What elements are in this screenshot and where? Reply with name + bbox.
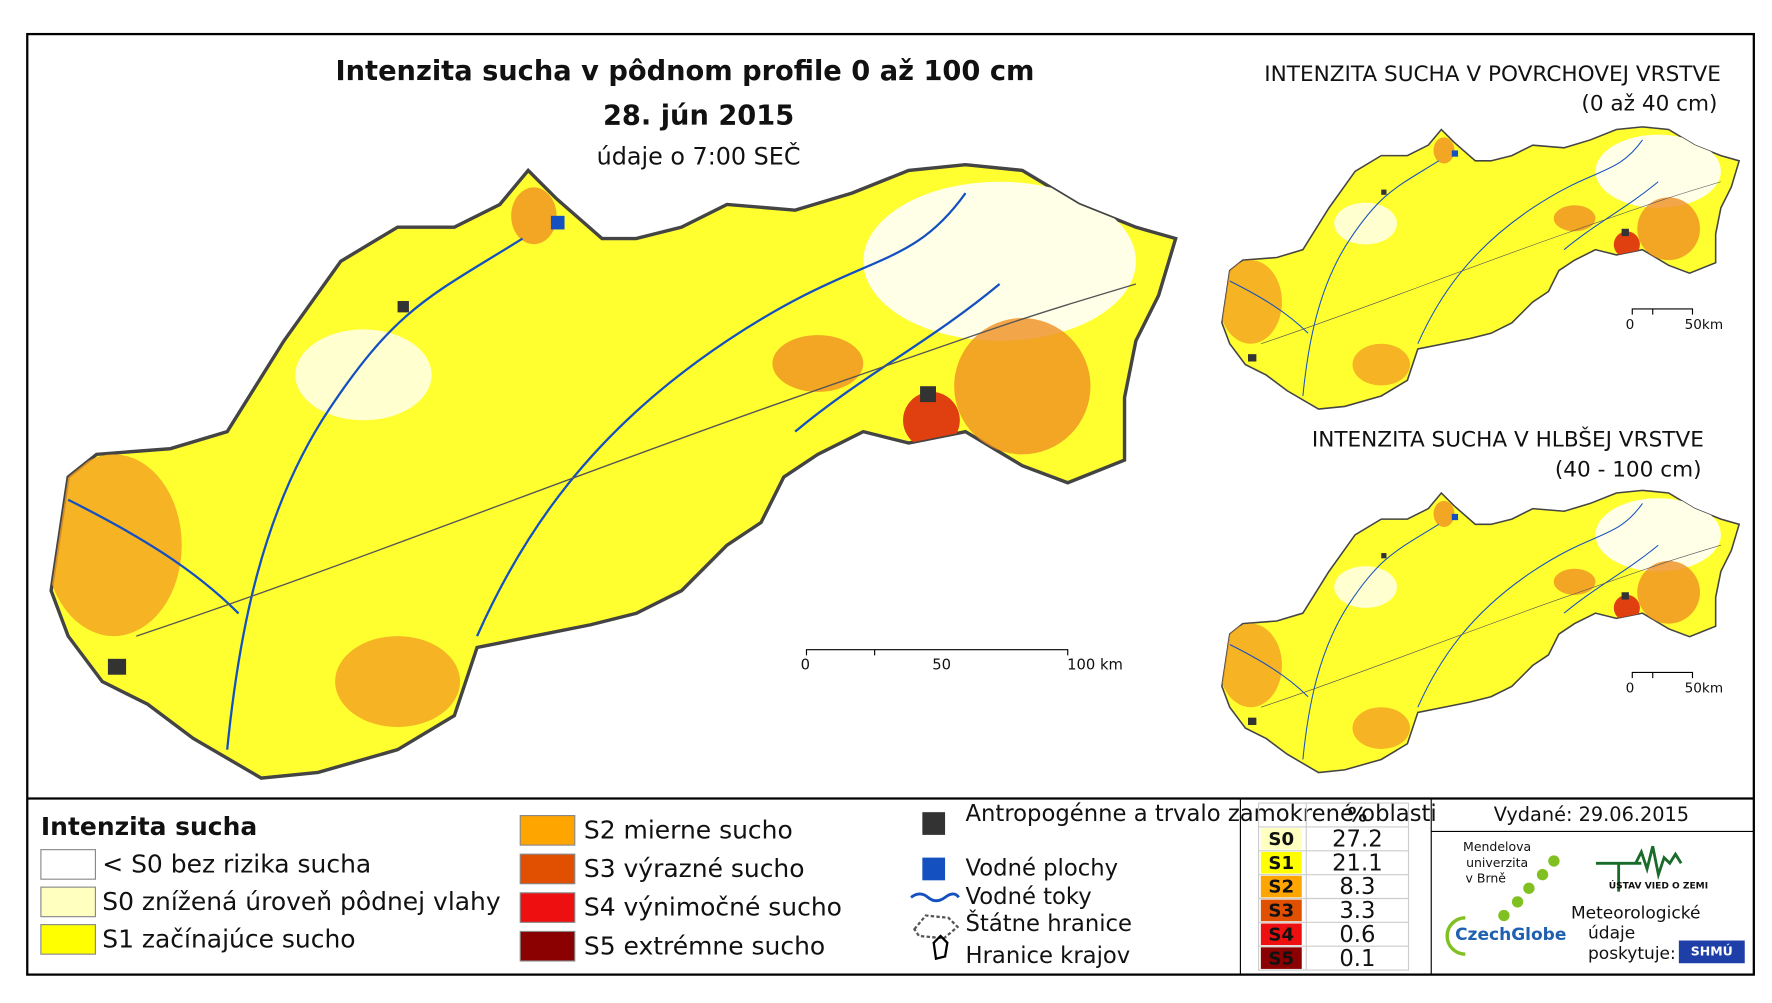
inset-subtitle: (0 až 40 cm) <box>1581 92 1717 117</box>
legend-swatch <box>519 892 576 923</box>
inset-title: INTENZITA SUCHA V HLBŠEJ VRSTVE <box>1312 427 1704 453</box>
legend-swatch <box>40 886 96 918</box>
inset-map-top <box>1219 127 1739 409</box>
subtitle: údaje o 7:00 SEČ <box>597 142 801 170</box>
table-header: % <box>1348 804 1367 827</box>
logo-shmu <box>1678 940 1745 964</box>
legend: < S0 bez rizika sucha S0 znížená úroveň p… <box>40 815 842 962</box>
symbol-region <box>932 934 949 961</box>
symbol-urban <box>922 812 946 835</box>
class-swatch <box>1260 899 1302 922</box>
class-code: S4 <box>1268 924 1294 945</box>
inset-subtitle: (40 - 100 cm) <box>1555 457 1702 482</box>
class-code: S5 <box>1268 948 1294 969</box>
symbol-river <box>910 892 960 903</box>
class-code: S2 <box>1268 877 1294 898</box>
scale-label: 100 km <box>1067 657 1123 674</box>
scale-label: 50km <box>1685 317 1724 333</box>
inset-map-bottom <box>1219 490 1739 772</box>
legend-label: S3 výrazné sucho <box>584 854 805 883</box>
title: Intenzita sucha v pôdnom profile 0 až 10… <box>336 56 1035 87</box>
symbol-border <box>912 914 960 940</box>
logo-text: Meteorologické <box>1571 903 1700 923</box>
class-code: S0 <box>1268 829 1294 850</box>
class-swatch <box>1260 923 1302 946</box>
logo-text: CzechGlobe <box>1455 925 1566 945</box>
class-percent: 0.1 <box>1339 946 1375 972</box>
logo-text: údaje <box>1588 924 1635 944</box>
scale-label: 0 <box>1626 317 1635 333</box>
legend-swatch <box>519 853 576 885</box>
frame <box>26 32 1755 976</box>
scale-bar <box>1631 308 1694 315</box>
inset-title: INTENZITA SUCHA V POVRCHOVEJ VRSTVE <box>1264 62 1721 87</box>
logo-dots <box>1498 855 1560 922</box>
legend-swatch <box>40 849 96 880</box>
symbol-label: Hranice krajov <box>966 943 1131 969</box>
symbol-water <box>922 857 946 881</box>
scale-bar <box>805 649 1069 656</box>
legend-label: S2 mierne sucho <box>584 815 793 844</box>
class-percent: 27.2 <box>1332 826 1383 852</box>
class-swatch <box>1260 851 1302 874</box>
class-code: S3 <box>1268 901 1294 922</box>
class-swatch <box>1260 875 1302 898</box>
issued: Vydané: 29.06.2015 <box>1494 803 1689 826</box>
symbol-label: Štátne hranice <box>966 909 1132 937</box>
scale-label: 50 <box>932 657 951 674</box>
logo-text: ÚSTAV VIED O ZEMI <box>1609 880 1708 892</box>
symbol-label: Vodné plochy <box>966 855 1119 881</box>
logo-arc <box>1445 916 1466 956</box>
class-code: S1 <box>1268 853 1294 874</box>
class-swatch <box>1260 947 1302 969</box>
symbol-label: Vodné toky <box>966 884 1092 910</box>
class-percent: 21.1 <box>1332 850 1383 876</box>
scale-label: 0 <box>801 657 810 674</box>
legend-label: S4 výnimočné sucho <box>584 893 842 922</box>
legend-label: S0 znížená úroveň pôdnej vlahy <box>102 887 501 916</box>
legend-swatch <box>40 924 96 955</box>
legend-swatch <box>519 815 576 846</box>
scale-label: 0 <box>1626 680 1635 696</box>
logo-text: Mendelova <box>1463 839 1531 854</box>
class-swatch <box>1260 828 1302 850</box>
main-map <box>45 165 1175 778</box>
logo-text: poskytuje: <box>1588 944 1676 964</box>
class-percent: 0.6 <box>1339 922 1375 948</box>
legend-title: Intenzita sucha <box>41 812 257 841</box>
legend-swatch <box>519 930 576 962</box>
stats-table: % S0 27.2 S1 21.1 S2 8.3 S3 3.3 S4 0.6 S5 0.1 <box>1258 802 1410 972</box>
legend-label: < S0 bez rizika sucha <box>102 850 371 879</box>
legend-label: S1 začínajúce sucho <box>102 925 355 954</box>
scale-label: 50km <box>1685 680 1724 696</box>
logo-text: v Brně <box>1466 871 1507 886</box>
table-border <box>1258 802 1410 971</box>
class-percent: 3.3 <box>1339 898 1375 924</box>
class-percent: 8.3 <box>1339 874 1375 900</box>
date: 28. jún 2015 <box>603 100 794 131</box>
logo-text: SHMÚ <box>1691 943 1733 958</box>
symbol-label: Antropogénne a trvalo zamokrené oblasti <box>966 801 1437 827</box>
logo-text: univerzita <box>1466 855 1528 870</box>
logo-ustav <box>1595 845 1683 892</box>
legend-label: S5 extrémne sucho <box>584 931 825 960</box>
scale-bar <box>1631 671 1694 679</box>
